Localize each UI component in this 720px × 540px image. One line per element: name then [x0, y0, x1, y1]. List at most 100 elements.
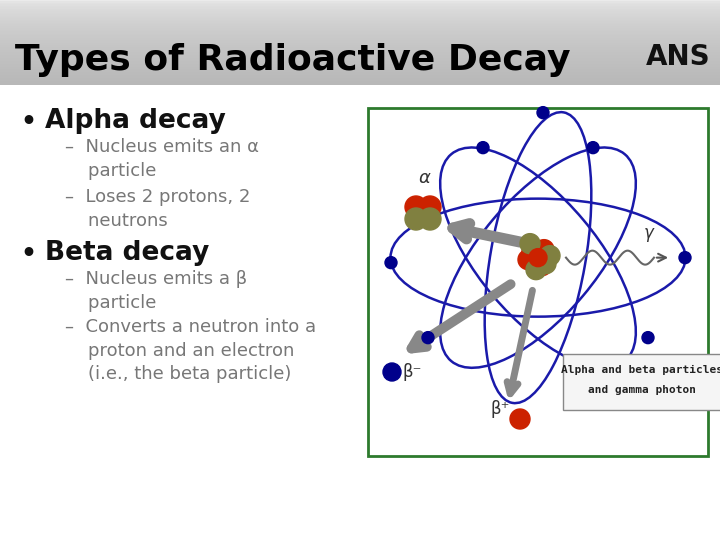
Polygon shape — [0, 62, 720, 64]
Text: γ: γ — [644, 224, 654, 241]
Polygon shape — [0, 73, 720, 75]
Polygon shape — [0, 82, 720, 84]
Polygon shape — [0, 47, 720, 48]
Circle shape — [419, 208, 441, 230]
Circle shape — [679, 252, 691, 264]
Text: α: α — [418, 169, 430, 187]
Polygon shape — [0, 43, 720, 44]
Text: Alpha and beta particles: Alpha and beta particles — [561, 365, 720, 375]
Polygon shape — [0, 45, 720, 47]
Polygon shape — [0, 50, 720, 51]
Circle shape — [534, 240, 554, 260]
Polygon shape — [0, 51, 720, 52]
Polygon shape — [0, 21, 720, 23]
Circle shape — [522, 241, 542, 262]
Polygon shape — [0, 30, 720, 31]
Polygon shape — [0, 17, 720, 18]
Polygon shape — [0, 61, 720, 62]
Polygon shape — [0, 2, 720, 3]
Polygon shape — [0, 79, 720, 81]
Text: •: • — [20, 110, 36, 134]
Polygon shape — [0, 28, 720, 30]
Polygon shape — [0, 3, 720, 4]
Polygon shape — [0, 14, 720, 16]
Polygon shape — [0, 58, 720, 59]
Polygon shape — [0, 71, 720, 72]
Text: β⁻: β⁻ — [402, 363, 421, 381]
Circle shape — [537, 106, 549, 119]
Circle shape — [540, 246, 560, 266]
Polygon shape — [0, 54, 720, 55]
Polygon shape — [0, 5, 720, 7]
Polygon shape — [0, 36, 720, 37]
Polygon shape — [0, 65, 720, 66]
Polygon shape — [0, 81, 720, 82]
Polygon shape — [0, 11, 720, 13]
Polygon shape — [0, 0, 720, 2]
Text: β⁺: β⁺ — [490, 400, 510, 418]
Polygon shape — [0, 38, 720, 39]
Polygon shape — [0, 39, 720, 41]
Polygon shape — [0, 52, 720, 54]
Text: –  Nucleus emits a β
    particle: – Nucleus emits a β particle — [65, 270, 247, 312]
Circle shape — [510, 409, 530, 429]
Polygon shape — [0, 7, 720, 9]
Polygon shape — [0, 48, 720, 50]
Polygon shape — [0, 68, 720, 70]
Polygon shape — [0, 70, 720, 71]
Polygon shape — [0, 75, 720, 77]
Text: –  Converts a neutron into a
    proton and an electron
    (i.e., the beta part: – Converts a neutron into a proton and a… — [65, 318, 316, 383]
Polygon shape — [0, 31, 720, 32]
Polygon shape — [0, 23, 720, 24]
Circle shape — [405, 196, 427, 218]
Bar — [368, 108, 708, 456]
Polygon shape — [0, 41, 720, 43]
Circle shape — [477, 141, 489, 154]
Circle shape — [587, 141, 599, 154]
Polygon shape — [0, 13, 720, 14]
Text: –  Loses 2 protons, 2
    neutrons: – Loses 2 protons, 2 neutrons — [65, 188, 251, 230]
Polygon shape — [0, 24, 720, 25]
Circle shape — [532, 255, 552, 275]
Text: Types of Radioactive Decay: Types of Radioactive Decay — [15, 43, 570, 77]
Text: ANS: ANS — [645, 43, 710, 71]
Polygon shape — [0, 9, 720, 10]
Polygon shape — [0, 77, 720, 78]
Circle shape — [385, 256, 397, 268]
Polygon shape — [0, 16, 720, 17]
Polygon shape — [0, 66, 720, 68]
Polygon shape — [0, 27, 720, 28]
Polygon shape — [0, 34, 720, 36]
Text: –  Nucleus emits an α
    particle: – Nucleus emits an α particle — [65, 138, 259, 180]
Polygon shape — [0, 57, 720, 58]
Polygon shape — [0, 4, 720, 5]
Text: •: • — [20, 242, 36, 266]
Polygon shape — [0, 37, 720, 38]
Circle shape — [642, 332, 654, 343]
Polygon shape — [0, 32, 720, 34]
Polygon shape — [0, 44, 720, 45]
Polygon shape — [0, 25, 720, 27]
Polygon shape — [0, 55, 720, 57]
Circle shape — [536, 254, 556, 274]
Polygon shape — [0, 64, 720, 65]
Circle shape — [529, 248, 547, 267]
Polygon shape — [0, 20, 720, 21]
Polygon shape — [0, 84, 720, 85]
Polygon shape — [0, 72, 720, 73]
Polygon shape — [0, 18, 720, 20]
Circle shape — [405, 208, 427, 230]
Circle shape — [422, 332, 434, 343]
Circle shape — [518, 249, 538, 269]
Text: Beta decay: Beta decay — [45, 240, 210, 266]
Text: and gamma photon: and gamma photon — [588, 385, 696, 395]
Circle shape — [383, 363, 401, 381]
Circle shape — [419, 196, 441, 218]
Circle shape — [526, 260, 546, 280]
Circle shape — [520, 234, 540, 254]
Bar — [563, 354, 720, 410]
Text: Alpha decay: Alpha decay — [45, 108, 226, 134]
Polygon shape — [0, 59, 720, 61]
Bar — [0, 85, 720, 540]
Polygon shape — [0, 10, 720, 11]
